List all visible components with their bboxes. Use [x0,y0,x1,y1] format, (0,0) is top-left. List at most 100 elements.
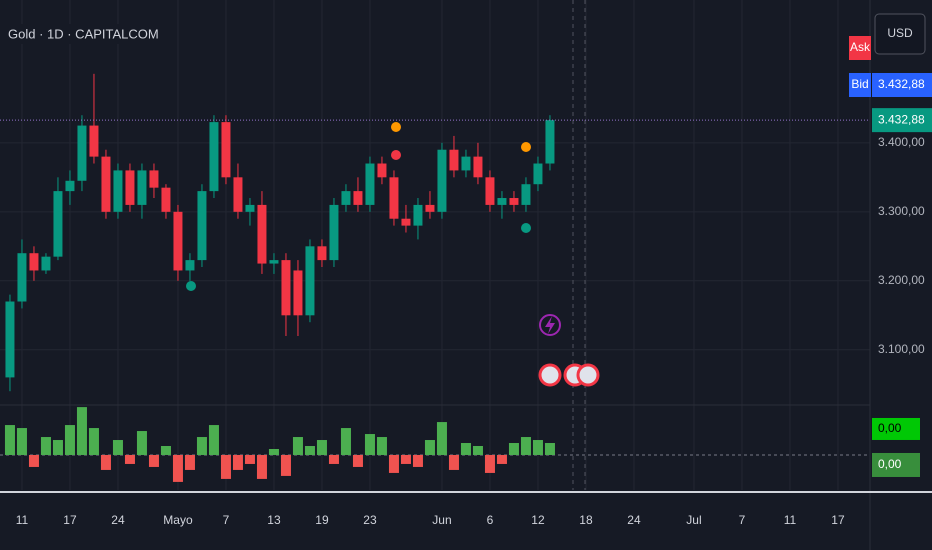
candle-body [269,260,279,264]
candle-body [413,204,423,226]
x-tick-label: Jul [686,513,701,527]
indicator-box [872,452,920,477]
ask-label: Ask [850,40,871,54]
signal-dot [391,122,401,132]
bid-price-box [872,73,932,97]
histogram-bar [436,422,447,455]
candle-body [161,187,171,212]
candle-body [473,156,483,178]
x-tick-label: 11 [16,513,29,527]
candle-body [101,156,111,212]
candle-body [257,204,267,264]
histogram-bar [496,454,507,464]
histogram-bar [316,440,327,455]
candle-body [389,177,399,219]
currency-button[interactable] [874,13,926,55]
histogram-bar [412,454,423,467]
indicator-label: 0,00 [878,457,902,471]
histogram-bar [184,454,195,470]
histogram-bar [208,425,219,455]
currency: USD [887,26,913,40]
y-tick-label: 3.200,00 [878,273,925,287]
indicator-box [872,417,920,440]
histogram-bar [124,454,135,464]
x-tick-label: 17 [831,513,845,527]
candle-body [521,184,531,205]
candle-body [545,120,555,164]
candle-body [353,191,363,205]
histogram-bar [460,443,471,455]
histogram-bar [484,454,495,473]
histogram-bar [424,440,435,455]
signal-dot [391,150,401,160]
candle-body [401,218,411,226]
candle-body [245,204,255,212]
marks [0,73,870,482]
histogram-bar [388,454,399,473]
indicator-label: 0,00 [878,421,902,435]
y-tick-label: 3.400,00 [878,135,925,149]
histogram-bar [4,425,15,455]
candle-body [233,177,243,212]
candle-body [221,122,231,178]
histogram-bar [304,446,315,455]
histogram-bar [364,434,375,455]
candle-body [173,211,183,271]
histogram-bar [244,454,255,464]
y-tick-label: 3.100,00 [878,342,925,356]
candle-body [497,198,507,205]
last-price-box [872,108,932,133]
candle-body [293,270,303,316]
candle-body [365,163,375,205]
histogram-bar [88,428,99,455]
histogram-bar [64,425,75,455]
histogram-bar [352,454,363,467]
candle-body [53,191,63,257]
candle-body [281,260,291,316]
x-tick-label: 7 [223,513,230,527]
candle-body [329,204,339,261]
x-tick-label: Mayo [163,513,193,527]
candle-body [149,170,159,188]
event-flag[interactable] [576,363,600,387]
histogram-bar [520,437,531,455]
candle-body [89,125,99,157]
x-tick-label: Jun [432,513,451,527]
candle-body [485,177,495,205]
histogram-bar [52,440,63,455]
candle-body [29,253,39,271]
x-tick-label: 23 [363,513,377,527]
histogram-bar [16,428,27,455]
event-flag[interactable] [538,363,562,387]
histogram-bar [472,446,483,455]
signal-dot [186,281,196,291]
x-tick-label: 7 [739,513,746,527]
histogram-bar [280,454,291,476]
grid [0,0,870,490]
x-tick-label: 13 [267,513,281,527]
histogram-bar [220,454,231,479]
title-bg [6,24,146,44]
histogram-bar [400,454,411,464]
histogram-bar [196,437,207,455]
x-tick-label: 24 [627,513,641,527]
x-tick-label: 24 [111,513,125,527]
candle-body [209,122,219,192]
histogram-bar [376,437,387,455]
candle-body [509,198,519,205]
candle-body [449,149,459,171]
histogram-bar [100,454,111,470]
candle-body [305,246,315,316]
candle-body [425,204,435,212]
histogram-bar [136,431,147,455]
x-tick-label: 18 [579,513,593,527]
histogram-bar [544,443,555,455]
histogram-bar [268,448,279,455]
x-tick-label: 17 [63,513,77,527]
candle-body [41,256,51,271]
x-tick-label: 11 [784,513,797,527]
candle-body [17,253,27,302]
